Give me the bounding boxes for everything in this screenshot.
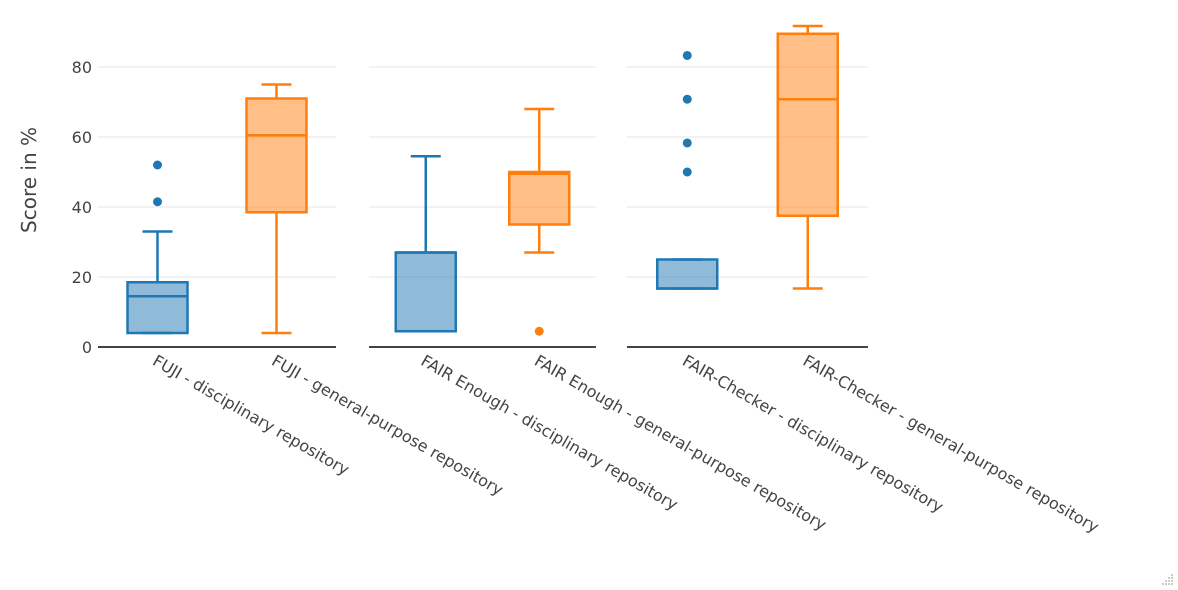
x-category-label: FUJI - disciplinary repository <box>150 351 353 479</box>
y-axis-title: Score in % <box>17 127 41 233</box>
box <box>656 50 719 290</box>
box <box>508 107 571 336</box>
y-tick-label: 80 <box>72 58 92 77</box>
outlier-point <box>682 138 692 148</box>
grid-layer <box>98 66 868 278</box>
box-body <box>245 97 308 214</box>
box <box>126 160 189 335</box>
outlier-point <box>682 94 692 104</box>
x-category-label: FUJI - general-purpose repository <box>269 351 507 499</box>
y-tick-label: 20 <box>72 268 92 287</box>
box-body <box>508 170 571 226</box>
x-category-label: FAIR-Checker - disciplinary repository <box>679 351 946 516</box>
outlier-point <box>682 167 692 177</box>
outlier-point <box>153 197 162 207</box>
boxes-layer <box>126 24 839 336</box>
box <box>245 83 308 335</box>
outlier-point <box>534 326 544 336</box>
y-tick-label: 0 <box>82 338 92 357</box>
box <box>776 24 839 290</box>
box-body <box>776 32 839 217</box>
resize-handle-icon[interactable] <box>1160 572 1174 586</box>
outlier-point <box>153 160 162 170</box>
box-body <box>126 281 189 335</box>
box-body <box>656 258 719 290</box>
y-tick-label: 60 <box>72 128 92 147</box>
box-body <box>394 251 457 333</box>
y-axis-ticks: 0 20 40 60 80 <box>72 58 92 357</box>
y-tick-label: 40 <box>72 198 92 217</box>
box <box>394 155 457 333</box>
outlier-point <box>682 50 692 60</box>
